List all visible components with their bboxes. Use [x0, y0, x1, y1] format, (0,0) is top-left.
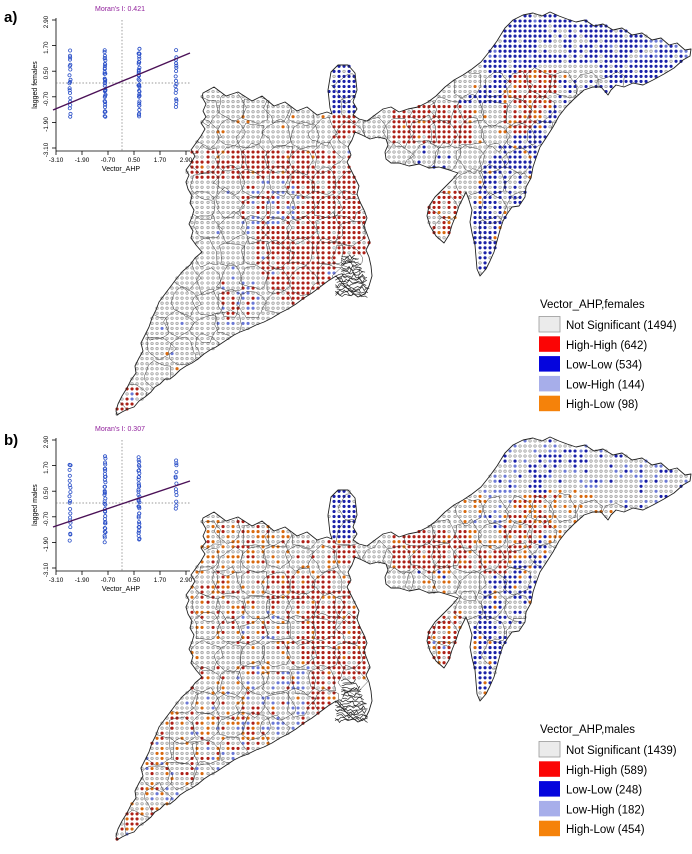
- svg-text:2.90: 2.90: [180, 157, 193, 164]
- svg-text:0.50: 0.50: [128, 577, 141, 584]
- svg-text:Low-High (182): Low-High (182): [566, 804, 645, 816]
- svg-text:-0.70: -0.70: [43, 511, 50, 526]
- svg-text:-1.90: -1.90: [43, 117, 50, 132]
- svg-text:0.50: 0.50: [43, 67, 50, 80]
- svg-text:1.70: 1.70: [43, 41, 50, 54]
- svg-text:-3.10: -3.10: [49, 577, 64, 584]
- svg-text:-0.70: -0.70: [101, 157, 116, 164]
- svg-text:-3.10: -3.10: [43, 142, 50, 157]
- svg-text:-3.10: -3.10: [43, 562, 50, 577]
- svg-text:Not Significant (1439): Not Significant (1439): [566, 745, 677, 757]
- svg-text:2.90: 2.90: [180, 577, 193, 584]
- svg-text:lagged males: lagged males: [32, 484, 39, 526]
- svg-text:High-Low (98): High-Low (98): [566, 399, 638, 411]
- svg-text:-1.90: -1.90: [75, 577, 90, 584]
- svg-text:-3.10: -3.10: [49, 157, 64, 164]
- svg-text:-1.90: -1.90: [75, 157, 90, 164]
- svg-text:a): a): [4, 9, 17, 26]
- svg-text:High-High (642): High-High (642): [566, 340, 647, 352]
- svg-text:Low-Low (248): Low-Low (248): [566, 785, 642, 797]
- svg-text:Vector_AHP,males: Vector_AHP,males: [540, 724, 635, 736]
- svg-text:0.50: 0.50: [43, 487, 50, 500]
- svg-text:2.90: 2.90: [43, 435, 50, 448]
- svg-text:Vector_AHP: Vector_AHP: [102, 166, 140, 173]
- svg-text:lagged females: lagged females: [32, 61, 39, 109]
- svg-text:2.90: 2.90: [43, 15, 50, 28]
- svg-text:-0.70: -0.70: [43, 91, 50, 106]
- svg-text:1.70: 1.70: [43, 461, 50, 474]
- svg-text:Vector_AHP: Vector_AHP: [102, 586, 140, 593]
- svg-text:Low-Low (534): Low-Low (534): [566, 360, 642, 372]
- svg-text:-1.90: -1.90: [43, 537, 50, 552]
- svg-text:1.70: 1.70: [154, 157, 167, 164]
- svg-text:High-Low (454): High-Low (454): [566, 824, 645, 836]
- svg-text:b): b): [4, 432, 18, 449]
- svg-text:Not Significant (1494): Not Significant (1494): [566, 320, 677, 332]
- svg-text:Low-High (144): Low-High (144): [566, 379, 645, 391]
- svg-text:Moran's I: 0.307: Moran's I: 0.307: [95, 426, 145, 433]
- svg-text:1.70: 1.70: [154, 577, 167, 584]
- svg-text:Vector_AHP,females: Vector_AHP,females: [540, 299, 645, 311]
- svg-text:-0.70: -0.70: [101, 577, 116, 584]
- svg-text:Moran's I: 0.421: Moran's I: 0.421: [95, 6, 145, 13]
- svg-text:0.50: 0.50: [128, 157, 141, 164]
- svg-text:High-High (589): High-High (589): [566, 765, 647, 777]
